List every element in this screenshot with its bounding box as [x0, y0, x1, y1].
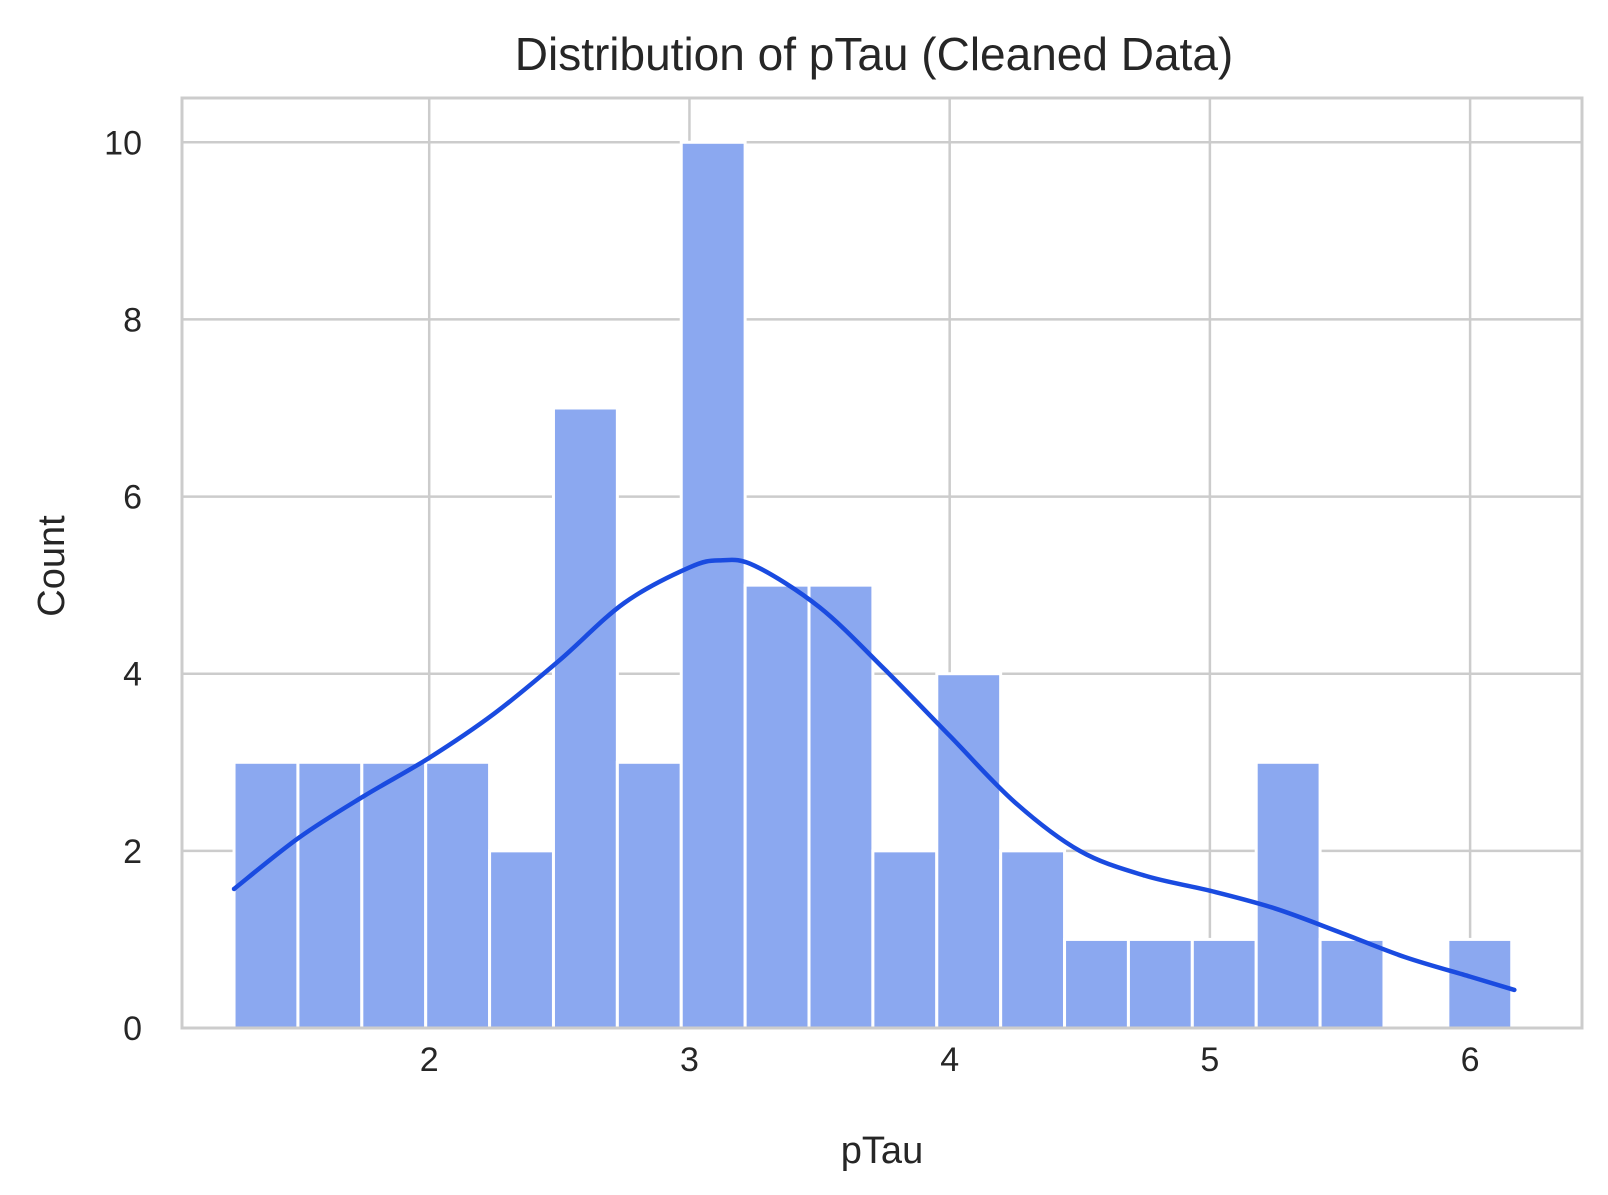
x-tick-labels: 2 3 4 5 6 — [420, 1041, 1480, 1079]
histogram-bar — [1126, 937, 1194, 1030]
histogram-bar — [679, 140, 747, 1030]
x-tick-label: 3 — [680, 1041, 699, 1079]
histogram-bar — [1446, 937, 1514, 1030]
histogram-bar — [935, 672, 1003, 1030]
y-tick-label: 2 — [123, 833, 142, 871]
x-tick-label: 5 — [1200, 1041, 1219, 1079]
y-tick-label: 0 — [123, 1010, 142, 1048]
histogram-bar — [1190, 937, 1258, 1030]
y-tick-label: 6 — [123, 479, 142, 517]
histogram-bar — [999, 849, 1067, 1030]
histogram-bar — [743, 583, 811, 1030]
x-tick-label: 6 — [1461, 1041, 1480, 1079]
kde-line — [231, 557, 1517, 993]
histogram-bar — [296, 760, 364, 1030]
x-tick-label: 4 — [940, 1041, 959, 1079]
x-tick-label: 2 — [420, 1041, 439, 1079]
histogram-bar — [1063, 937, 1130, 1030]
x-axis-label: pTau — [841, 1130, 923, 1172]
y-tick-labels: 0 2 4 6 8 10 — [104, 124, 142, 1048]
kde-layer — [231, 557, 1517, 993]
histogram-bar — [871, 849, 939, 1030]
y-axis-label: Count — [31, 515, 73, 617]
histogram-bar — [807, 583, 875, 1030]
y-tick-label: 8 — [123, 301, 142, 339]
histogram-bar — [488, 849, 555, 1030]
histogram-bar — [1254, 760, 1322, 1030]
y-tick-label: 4 — [123, 656, 142, 694]
bars-layer — [232, 140, 1514, 1030]
histogram-bar — [551, 406, 619, 1030]
y-tick-label: 10 — [104, 124, 142, 162]
histogram-bar — [424, 760, 492, 1030]
histogram-bar — [1318, 937, 1386, 1030]
chart-title: Distribution of pTau (Cleaned Data) — [515, 28, 1233, 80]
plot-frame — [180, 96, 1584, 1030]
histogram-bar — [360, 760, 428, 1030]
histogram-bar — [615, 760, 683, 1030]
histogram-bar — [232, 760, 300, 1030]
